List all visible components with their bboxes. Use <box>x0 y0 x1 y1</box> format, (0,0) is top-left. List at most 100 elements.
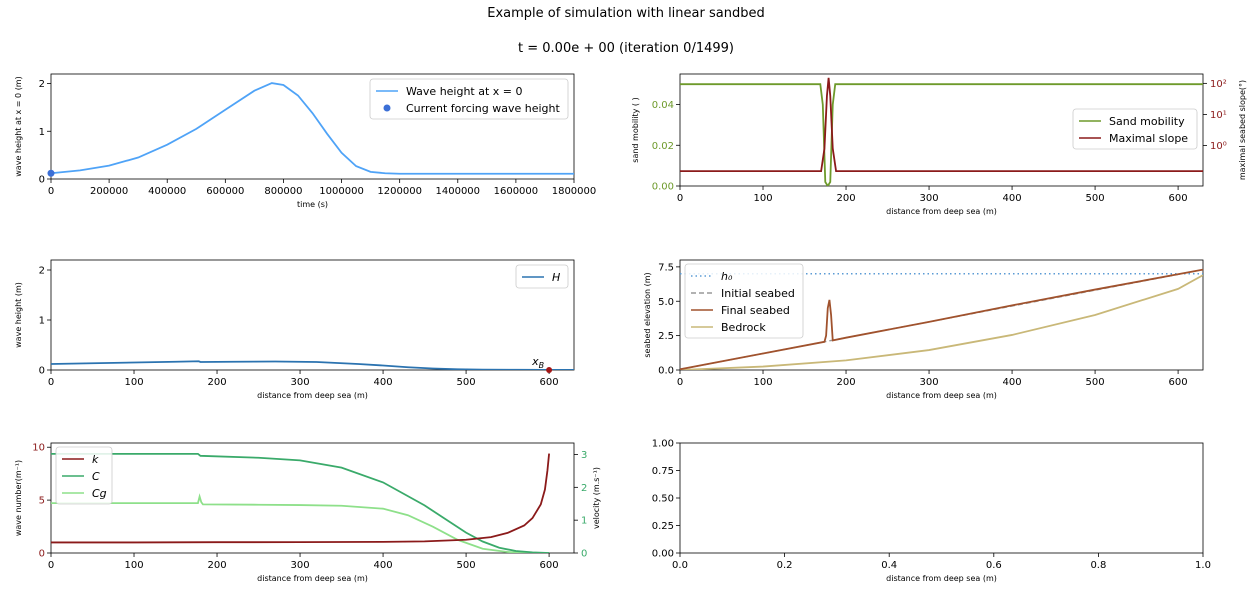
plot-area <box>51 360 574 370</box>
plot-wavenumber-velocity: 0 100 200 300 400 500 600 0 5 10 distance from dee… <box>14 442 601 583</box>
y-axis-label: sand mobility ( ) <box>631 97 640 162</box>
x-tick-label: 0 <box>48 186 54 197</box>
x-tick-label: 400 <box>1003 377 1022 388</box>
y2-tick-label: 2 <box>581 483 587 494</box>
y2-axis-label: maximal seabed slope(°) <box>1238 80 1247 180</box>
y-tick-label: 2.5 <box>658 331 674 342</box>
y-tick-label: 0 <box>39 549 45 560</box>
y-tick-label: 0 <box>39 366 45 377</box>
plot-mobility: 0 100 200 300 400 500 600 0.00 0.02 0.04 distance … <box>631 73 1247 216</box>
y-axis-label: wave height (m) <box>14 282 23 348</box>
x-tick-label: 200 <box>836 193 855 204</box>
y-tick-label: 5 <box>39 496 45 507</box>
x-tick-label: 600 <box>1169 193 1188 204</box>
y-axis-label: wave height at x = 0 (m) <box>14 76 23 176</box>
y2-tick-label: 10⁰ <box>1210 141 1227 152</box>
x-tick-label: 1000000 <box>319 186 364 197</box>
y-tick-label: 0.50 <box>652 494 674 505</box>
x-tick-label: 1800000 <box>552 186 597 197</box>
plot-seabed: 0 100 200 300 400 500 600 0.0 2.5 5.0 7.5 distance … <box>643 259 1204 400</box>
x-tick-label: 0.4 <box>881 560 897 571</box>
x-tick-label: 300 <box>920 193 939 204</box>
legend-label: Maximal slope <box>1109 132 1188 145</box>
x-tick-label: 600 <box>1169 377 1188 388</box>
legend-label: Current forcing wave height <box>406 102 561 115</box>
x-axis-label: distance from deep sea (m) <box>257 574 368 583</box>
plot-forcing: 0 200000 400000 600000 800000 1000000 1200000 1… <box>14 73 597 209</box>
legend-label: H <box>552 271 560 284</box>
plot-area <box>51 452 550 553</box>
axes-frame <box>679 442 1204 554</box>
y-tick-label: 1 <box>39 316 45 327</box>
axes-frame <box>50 259 575 371</box>
y2-tick-label: 10² <box>1210 79 1227 90</box>
x-tick-label: 200 <box>207 560 226 571</box>
y-tick-label: 0.75 <box>652 466 674 477</box>
x-tick-label: 0 <box>677 377 683 388</box>
y2-axis-label: velocity (m.s⁻¹) <box>592 467 601 529</box>
plot-area <box>680 268 1203 370</box>
legend-box <box>369 78 569 120</box>
series-line-sand-mobility <box>680 83 1203 186</box>
y-tick-label: 0.00 <box>652 182 674 193</box>
y-tick-label: 0.25 <box>652 521 674 532</box>
y-tick-label: 0.04 <box>652 100 674 111</box>
series-line-final-seabed <box>680 268 1203 370</box>
y-tick-label: 5.0 <box>658 297 674 308</box>
x-tick-label: 300 <box>291 377 310 388</box>
breaking-point-marker <box>546 367 553 373</box>
y-tick-label: 1.00 <box>652 439 674 450</box>
figure-title: Example of simulation with linear sandbe… <box>487 6 764 21</box>
y-tick-label: 2 <box>39 266 45 277</box>
legend-marker <box>383 104 391 112</box>
x-tick-label: 500 <box>457 377 476 388</box>
x-tick-label: 400 <box>374 377 393 388</box>
legend-label: C <box>92 470 100 483</box>
series-line-wave-height <box>51 82 574 175</box>
x-tick-label: 200 <box>836 377 855 388</box>
plot-area <box>680 77 1203 186</box>
x-tick-label: 100 <box>124 560 143 571</box>
y-tick-label: 10 <box>32 443 45 454</box>
series-line-bedrock <box>680 274 1203 370</box>
legend-label: h₀ <box>721 270 733 283</box>
x-tick-label: 100 <box>753 193 772 204</box>
series-line-k <box>51 453 550 544</box>
x-tick-label: 600 <box>540 377 559 388</box>
x-axis-label: distance from deep sea (m) <box>257 391 368 400</box>
legend-label: Initial seabed <box>721 287 795 300</box>
series-line-H <box>51 360 574 370</box>
current-forcing-point <box>47 169 55 177</box>
x-tick-label: 100 <box>753 377 772 388</box>
legend-box <box>684 263 804 339</box>
x-tick-label: 0.0 <box>672 560 688 571</box>
x-tick-label: 400 <box>1003 193 1022 204</box>
plot-empty: 0.0 0.2 0.4 0.6 0.8 1.0 0.00 0.25 0.50 0.75 1.00 di… <box>652 439 1211 584</box>
axes-frame <box>679 73 1204 187</box>
y-tick-label: 0.0 <box>658 366 674 377</box>
y2-tick-label: 10¹ <box>1210 110 1227 121</box>
x-tick-label: 1400000 <box>436 186 481 197</box>
y2-tick-label: 0 <box>581 549 587 560</box>
x-axis-label: distance from deep sea (m) <box>886 207 997 216</box>
y-axis-label: wave number(m⁻¹) <box>14 460 23 536</box>
x-tick-label: 300 <box>920 377 939 388</box>
x-tick-label: 500 <box>1086 377 1105 388</box>
x-tick-label: 600000 <box>206 186 244 197</box>
x-tick-label: 0.8 <box>1090 560 1106 571</box>
x-tick-label: 500 <box>457 560 476 571</box>
legend-label: Wave height at x = 0 <box>406 85 523 98</box>
x-axis-label: time (s) <box>297 200 328 209</box>
x-tick-label: 400 <box>374 560 393 571</box>
x-axis-label: distance from deep sea (m) <box>886 574 997 583</box>
x-tick-label: 300 <box>291 560 310 571</box>
y-tick-label: 1 <box>39 127 45 138</box>
x-tick-label: 0.6 <box>986 560 1002 571</box>
axes-frame <box>50 442 575 554</box>
x-tick-label: 1.0 <box>1195 560 1211 571</box>
x-tick-label: 600 <box>540 560 559 571</box>
series-line-maximal-slope <box>680 77 1203 173</box>
x-tick-label: 0 <box>677 193 683 204</box>
legend-label: Cg <box>92 487 107 500</box>
legend-label: Final seabed <box>721 304 790 317</box>
